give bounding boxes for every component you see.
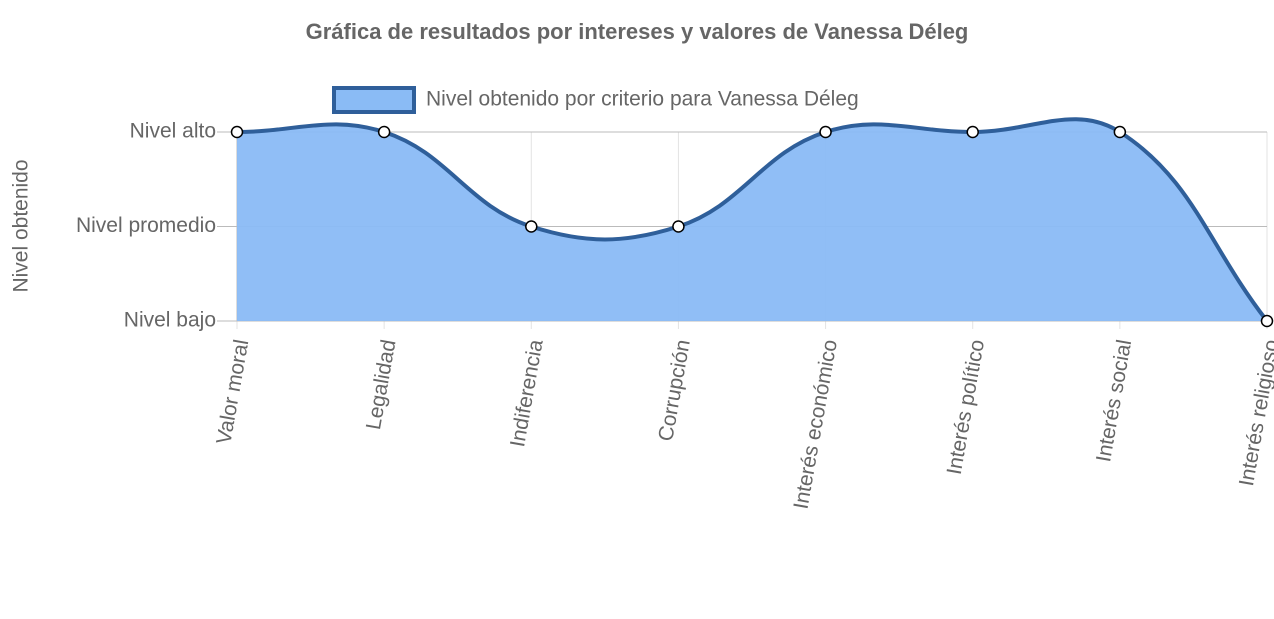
x-tick-label: Corrupción [654,338,694,443]
y-tick-label: Nivel alto [130,120,216,143]
x-tick-label: Interés religioso [1235,338,1274,488]
point [819,125,832,139]
x-tick-label: Interés económico [790,338,842,511]
y-tick-label: Nivel bajo [124,309,216,332]
point [525,220,538,233]
point [377,125,391,139]
x-tick-label: Legalidad [362,338,400,432]
x-tick-label: Interés social [1092,338,1136,464]
point [966,125,979,139]
x-tick-label: Interés político [943,338,989,476]
point [230,125,244,139]
x-tick-label: Valor moral [212,338,253,446]
y-axis-title: Nivel obtenido [10,159,33,292]
point [1260,314,1274,328]
point [672,220,685,233]
legend-swatch [332,86,416,114]
x-tick-label: Indiferencia [506,338,548,449]
y-tick-label: Nivel promedio [76,214,216,237]
legend-label: Nivel obtenido por criterio para Vanessa… [426,88,859,111]
point [1113,125,1127,139]
area [237,119,1267,321]
chart-title: Gráfica de resultados por intereses y va… [306,19,969,44]
